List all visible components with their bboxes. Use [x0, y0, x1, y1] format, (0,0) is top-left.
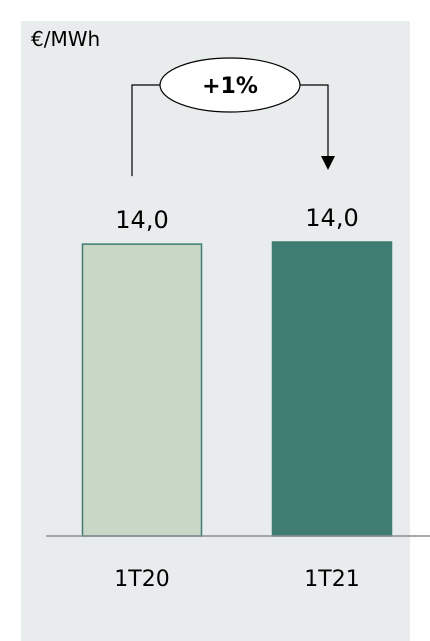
change-arrow-left-arm — [131, 84, 160, 177]
value-labels-group: 14,0 14,0 — [115, 204, 358, 234]
category-label-1T21: 1T21 — [304, 567, 359, 592]
category-label-1T20: 1T20 — [114, 567, 169, 592]
arrow-head-icon — [321, 156, 335, 170]
bar-1T21 — [271, 241, 393, 537]
value-label-1T20: 14,0 — [115, 206, 168, 234]
unit-label: €/MWh — [31, 27, 100, 51]
change-arrow-right-arm — [300, 84, 329, 160]
value-label-1T21: 14,0 — [305, 204, 358, 232]
change-ellipse — [159, 57, 301, 113]
category-labels-group: 1T20 1T21 — [114, 567, 359, 592]
bars-group — [81, 241, 393, 537]
change-percent-label: +1% — [202, 74, 258, 99]
bar-1T20 — [81, 243, 203, 537]
change-arrow: +1% — [131, 57, 335, 177]
